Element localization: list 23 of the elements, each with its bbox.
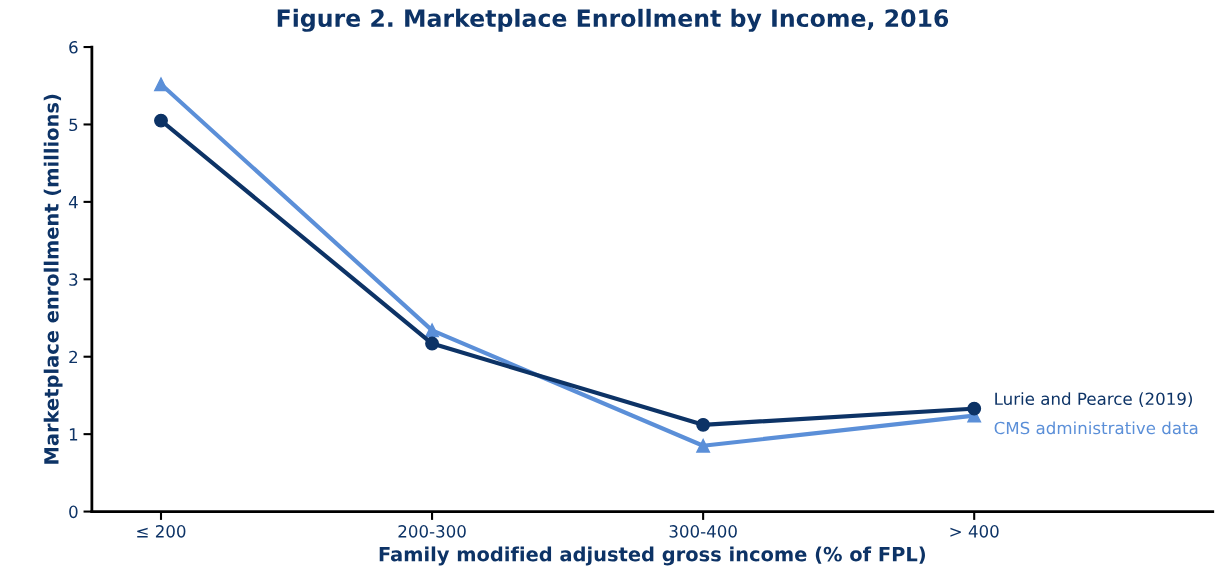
y-tick-label: 0 — [69, 505, 78, 519]
point — [425, 336, 440, 351]
x-axis-title: Family modified adjusted gross income (% of FPL) — [379, 546, 925, 566]
point — [154, 113, 168, 128]
point — [154, 77, 168, 92]
x-tick-label: > 400 — [950, 525, 999, 538]
y-tick-label: 6 — [69, 41, 78, 54]
y-tick-label: 3 — [69, 273, 78, 286]
point — [967, 401, 982, 416]
y-tick-label: 5 — [69, 118, 78, 132]
x-tick-label: ≤ 200 — [137, 525, 186, 538]
x-tick-label: 300-400 — [669, 525, 737, 538]
series-label: CMS administrative data — [994, 421, 1198, 435]
x-tick-label: 200-300 — [398, 525, 466, 538]
y-tick-label: 2 — [69, 350, 78, 364]
point — [696, 417, 711, 432]
chart-title: Figure 2. Marketplace Enrollment by Income, 2016 — [277, 8, 949, 32]
y-tick-label: 1 — [69, 428, 78, 441]
y-axis-title: Marketplace enrollment (millions) — [43, 94, 63, 464]
point — [425, 323, 440, 338]
point — [696, 438, 711, 453]
y-tick-label: 4 — [68, 196, 78, 209]
series-label: Lurie and Pearce (2019) — [995, 392, 1192, 408]
